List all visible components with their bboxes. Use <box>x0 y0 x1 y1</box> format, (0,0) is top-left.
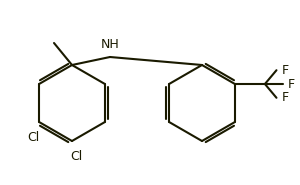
Text: F: F <box>281 64 289 77</box>
Text: Cl: Cl <box>27 131 39 144</box>
Text: F: F <box>281 91 289 104</box>
Text: NH: NH <box>100 38 119 51</box>
Text: Cl: Cl <box>70 150 82 163</box>
Text: F: F <box>288 78 295 90</box>
